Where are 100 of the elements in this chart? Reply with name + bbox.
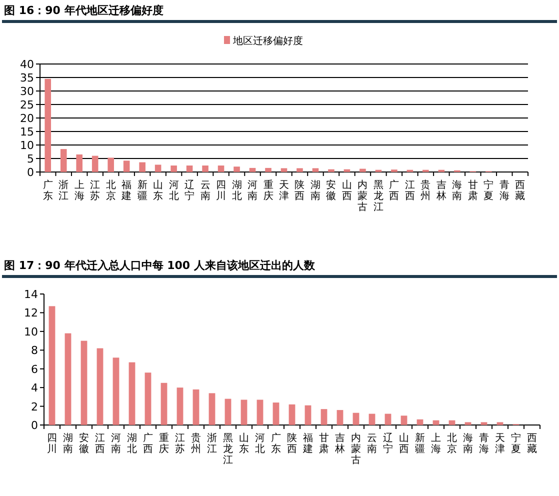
x-tick-label: 河北: [255, 432, 265, 455]
bar: [288, 404, 296, 425]
x-tick-label: 广西: [389, 179, 400, 202]
bar: [368, 414, 376, 425]
bar: [304, 405, 312, 425]
x-tick-label: 湖北: [232, 179, 242, 202]
bar: [176, 388, 184, 425]
x-tick-label: 内蒙古: [358, 179, 368, 213]
x-tick-label: 海南: [463, 432, 473, 455]
bar: [480, 422, 488, 425]
x-tick-label: 云南: [367, 433, 377, 455]
y-tick-label: 2: [31, 400, 38, 414]
bar: [352, 412, 360, 425]
bar: [328, 169, 334, 172]
x-tick-label: 广西: [143, 432, 153, 455]
bar: [320, 409, 328, 425]
bar: [144, 372, 152, 425]
bar: [192, 389, 200, 425]
bar: [76, 154, 83, 172]
chart-title: 图 17：90 年代迁入总人口中每 100 人来自该地区迁出的人数: [4, 259, 316, 272]
bar: [312, 168, 319, 172]
x-tick-label: 黑龙江: [223, 433, 233, 466]
bar: [240, 400, 248, 425]
x-tick-label: 山东: [239, 432, 249, 455]
bar: [218, 166, 224, 172]
legend-label: 地区迁移偏好度: [232, 35, 303, 47]
x-tick-label: 河北: [168, 179, 179, 202]
bar: [384, 414, 392, 425]
y-tick-label: 40: [20, 58, 34, 71]
bar: [186, 166, 193, 172]
bar: [256, 400, 264, 425]
x-tick-label: 浙江: [207, 432, 217, 455]
bar: [265, 168, 272, 172]
x-tick-label: 江苏: [90, 179, 100, 202]
y-tick-label: 30: [20, 85, 34, 98]
x-tick-label: 福建: [302, 432, 313, 455]
x-tick-label: 云南: [200, 180, 210, 202]
chart-title: 图 16：90 年代地区迁移偏好度: [4, 4, 164, 17]
bar: [112, 358, 120, 425]
x-tick-label: 江苏: [175, 432, 185, 455]
bar: [44, 78, 52, 172]
x-tick-label: 安徽: [79, 432, 89, 455]
bar: [496, 422, 504, 425]
bar: [224, 398, 232, 425]
bar: [249, 168, 256, 172]
y-tick-label: 0: [27, 166, 34, 179]
bar: [60, 149, 67, 172]
bar: [296, 168, 303, 172]
bar: [139, 162, 146, 172]
y-tick-label: 35: [20, 72, 34, 84]
bar: [160, 382, 168, 425]
x-tick-label: 福建: [120, 179, 132, 202]
bar: [234, 166, 240, 172]
x-tick-label: 陕西: [287, 432, 297, 455]
x-tick-label: 吉林: [435, 179, 446, 202]
y-tick-label: 6: [31, 362, 38, 376]
bar: [464, 422, 472, 425]
y-tick-label: 10: [24, 325, 38, 338]
x-tick-label: 天津: [495, 433, 505, 455]
x-tick-label: 内蒙古: [351, 432, 361, 466]
x-tick-label: 甘肃: [468, 179, 478, 202]
x-tick-label: 河南: [111, 432, 121, 455]
x-tick-label: 宁夏: [511, 432, 521, 455]
x-tick-label: 山东: [153, 179, 164, 202]
x-tick-label: 山西: [399, 432, 409, 455]
x-tick-label: 重庆: [159, 432, 169, 455]
bar: [432, 420, 440, 425]
bar: [400, 416, 408, 425]
bar: [92, 156, 98, 172]
bar: [280, 168, 288, 172]
bar: [48, 306, 56, 425]
x-tick-label: 贵州: [191, 432, 201, 455]
x-tick-label: 辽宁: [184, 179, 195, 202]
x-tick-label: 新疆: [415, 432, 425, 455]
x-tick-label: 青海: [479, 432, 489, 455]
y-tick-label: 4: [31, 382, 38, 395]
bar: [154, 164, 162, 172]
x-tick-label: 贵州: [420, 179, 431, 202]
x-tick-label: 湖北: [127, 432, 137, 455]
bar: [108, 158, 114, 172]
x-tick-label: 重庆: [263, 179, 274, 202]
bar: [128, 362, 136, 425]
y-tick-label: 14: [24, 288, 38, 301]
x-tick-label: 上海: [431, 432, 441, 455]
bar: [96, 348, 104, 425]
y-tick-label: 10: [20, 139, 34, 152]
x-tick-label: 西藏: [527, 433, 537, 455]
bar: [448, 420, 456, 425]
bar: [170, 166, 177, 172]
x-tick-label: 海南: [452, 179, 462, 202]
bar: [80, 340, 88, 425]
x-tick-label: 河南: [248, 179, 258, 202]
x-tick-label: 辽宁: [383, 432, 393, 455]
y-tick-label: 20: [20, 112, 34, 125]
bar: [360, 168, 366, 172]
x-tick-label: 黑龙江: [373, 180, 384, 213]
x-tick-label: 江西: [404, 179, 415, 202]
x-tick-label: 陕西: [294, 179, 305, 202]
x-tick-label: 山西: [342, 179, 352, 202]
x-tick-label: 四川: [216, 180, 226, 202]
